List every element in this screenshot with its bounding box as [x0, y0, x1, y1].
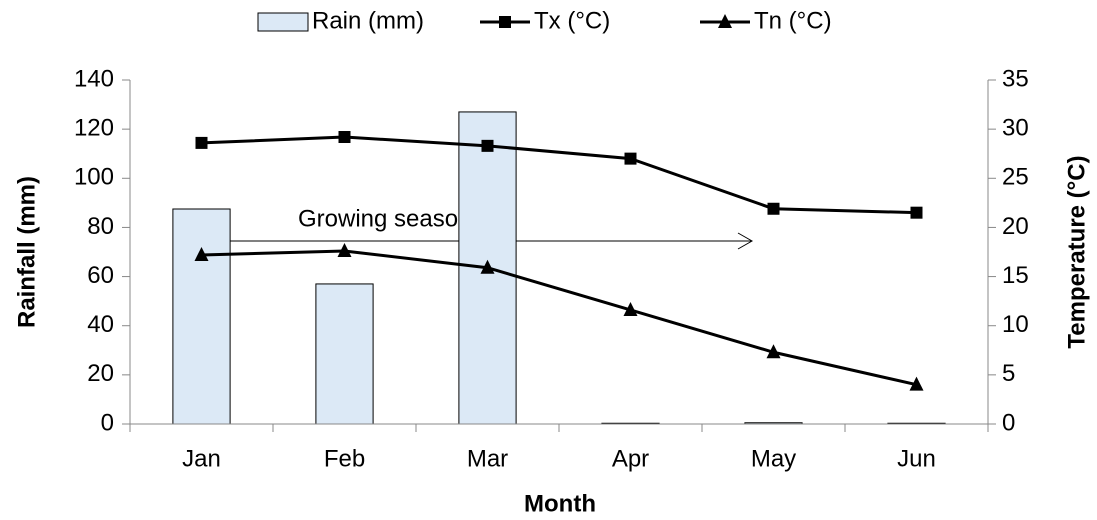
y2-tick-label: 25	[1002, 164, 1029, 191]
marker	[194, 246, 209, 261]
marker	[623, 301, 638, 316]
y-tick-label: 20	[87, 360, 114, 387]
y-axis-title: Rainfall (mm)	[13, 176, 40, 328]
y-tick-label: 0	[101, 409, 114, 436]
y2-tick-label: 20	[1002, 213, 1029, 240]
marker	[337, 243, 352, 258]
marker	[195, 136, 208, 149]
marker	[766, 344, 781, 359]
legend-marker	[499, 16, 511, 28]
y2-axis-title: Temperature (°C)	[1063, 155, 1090, 348]
marker	[624, 152, 637, 165]
marker	[338, 131, 351, 144]
y-tick-label: 60	[87, 262, 114, 289]
y2-tick-label: 30	[1002, 114, 1029, 141]
y2-tick-label: 35	[1002, 65, 1029, 92]
x-tick-label: Jan	[182, 445, 221, 472]
legend-label: Rain (mm)	[312, 7, 424, 34]
y-tick-label: 40	[87, 311, 114, 338]
y2-tick-label: 15	[1002, 262, 1029, 289]
legend-label: Tn (°C)	[754, 7, 832, 34]
bar	[315, 283, 374, 425]
y-tick-label: 80	[87, 213, 114, 240]
line	[201, 249, 917, 387]
y2-tick-label: 0	[1002, 409, 1015, 436]
marker	[910, 206, 923, 219]
bar	[172, 208, 231, 425]
legend-swatch	[257, 12, 309, 32]
y-tick-label: 140	[74, 65, 114, 92]
x-tick-label: Mar	[467, 445, 508, 472]
x-tick-label: Feb	[324, 445, 365, 472]
x-tick-label: Jun	[897, 445, 936, 472]
marker	[909, 376, 924, 391]
line	[201, 135, 917, 215]
x-tick-label: May	[751, 445, 796, 472]
x-axis-title: Month	[524, 490, 596, 517]
legend-label: Tx (°C)	[534, 7, 610, 34]
y-tick-label: 100	[74, 164, 114, 191]
y-tick-label: 120	[74, 114, 114, 141]
marker	[481, 139, 494, 152]
marker	[480, 259, 495, 274]
y2-tick-label: 5	[1002, 360, 1015, 387]
annotation: Growing season	[298, 205, 471, 232]
legend-marker	[718, 14, 732, 28]
arrow-head	[737, 232, 754, 250]
marker	[767, 202, 780, 215]
y2-tick-label: 10	[1002, 311, 1029, 338]
x-tick-label: Apr	[612, 445, 649, 472]
